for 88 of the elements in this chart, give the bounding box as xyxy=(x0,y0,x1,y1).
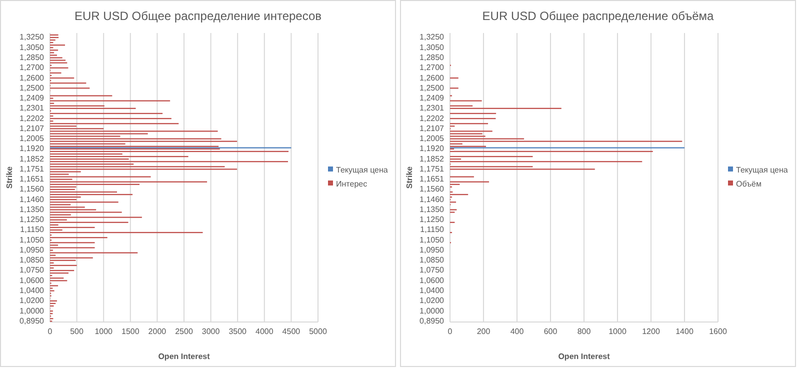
y-tick-label: 1,2107 xyxy=(20,124,45,133)
y-tick-label: 1,0600 xyxy=(20,276,45,285)
y-tick-label: 1,1150 xyxy=(20,225,45,234)
y-tick-label: 1,2500 xyxy=(20,83,45,92)
x-tick-label: 4500 xyxy=(282,327,301,336)
x-tick-label: 1500 xyxy=(122,327,140,336)
x-tick-label: 1000 xyxy=(94,327,114,336)
x-tick-label: 600 xyxy=(544,327,558,336)
x-tick-label: 2500 xyxy=(175,327,194,336)
x-tick-label: 0 xyxy=(48,327,53,336)
x-tick-label: 1200 xyxy=(642,327,660,336)
y-tick-label: 1,0200 xyxy=(420,296,445,306)
y-tick-label: 1,1751 xyxy=(20,164,45,174)
x-tick-label: 1400 xyxy=(676,327,694,336)
y-tick-label: 1,1920 xyxy=(420,144,445,154)
x-axis-title: Open Interest xyxy=(558,352,610,361)
y-tick-label: 1,1920 xyxy=(20,144,45,154)
y-tick-label: 1,2202 xyxy=(20,114,45,123)
y-tick-label: 1,2850 xyxy=(420,52,445,62)
y-tick-label: 1,2850 xyxy=(20,52,45,62)
y-tick-label: 1,2409 xyxy=(20,94,45,103)
y-tick-label: 1,0950 xyxy=(20,245,45,254)
x-tick-label: 3000 xyxy=(202,327,220,336)
y-tick-label: 1,3250 xyxy=(420,32,445,42)
y-tick-label: 1,0950 xyxy=(420,245,445,254)
y-tick-label: 1,1751 xyxy=(420,164,445,174)
y-tick-label: 1,3250 xyxy=(20,32,45,42)
y-tick-label: 1,2700 xyxy=(20,63,45,72)
x-tick-label: 500 xyxy=(70,327,84,336)
y-tick-label: 1,1350 xyxy=(420,204,445,214)
chart-title: EUR USD Общее распределение объёма xyxy=(482,9,714,23)
x-tick-label: 2000 xyxy=(148,327,167,336)
y-tick-label: 1,0400 xyxy=(20,286,45,296)
y-tick-label: 1,1651 xyxy=(420,174,445,184)
y-tick-label: 1,1250 xyxy=(420,215,445,224)
x-tick-label: 5000 xyxy=(309,327,328,336)
y-tick-label: 1,0600 xyxy=(420,276,445,285)
y-tick-label: 1,1250 xyxy=(20,215,45,224)
y-tick-label: 1,1560 xyxy=(420,184,445,194)
y-tick-label: 1,3050 xyxy=(420,42,445,52)
y-tick-label: 1,0400 xyxy=(420,286,445,296)
y-tick-label: 1,1852 xyxy=(420,154,445,164)
y-tick-label: 1,2301 xyxy=(420,104,445,113)
y-tick-label: 1,0750 xyxy=(420,266,445,275)
y-tick-label: 1,1560 xyxy=(20,184,45,194)
y-tick-label: 1,1460 xyxy=(20,194,45,204)
y-tick-label: 1,1050 xyxy=(420,235,445,244)
y-tick-label: 1,1350 xyxy=(20,204,45,214)
legend-label: Интерес xyxy=(336,179,368,188)
y-tick-label: 1,0000 xyxy=(20,306,45,316)
x-tick-label: 400 xyxy=(510,327,524,336)
legend-label: Объём xyxy=(736,179,762,188)
y-tick-label: 1,0750 xyxy=(20,266,45,275)
legend-label: Текущая цена xyxy=(736,165,788,174)
y-tick-label: 1,2700 xyxy=(420,63,445,72)
x-axis-title: Open Interest xyxy=(158,352,210,361)
y-tick-label: 1,0850 xyxy=(420,256,445,265)
y-tick-label: 1,0000 xyxy=(420,306,445,316)
x-tick-label: 4000 xyxy=(256,327,274,336)
y-tick-label: 1,2600 xyxy=(420,73,445,82)
y-tick-label: 1,1050 xyxy=(20,235,45,244)
y-tick-label: 1,2600 xyxy=(20,73,45,82)
y-tick-label: 1,2409 xyxy=(420,94,445,103)
y-tick-label: 1,2005 xyxy=(20,134,45,144)
y-axis-title: Strike xyxy=(405,166,414,189)
y-tick-label: 0,8950 xyxy=(420,316,445,326)
y-tick-label: 1,2202 xyxy=(420,114,445,123)
y-tick-label: 1,2005 xyxy=(420,134,445,144)
y-tick-label: 1,1852 xyxy=(20,154,45,164)
y-axis-title: Strike xyxy=(5,166,14,189)
x-tick-label: 200 xyxy=(476,327,491,336)
y-tick-label: 1,1150 xyxy=(420,225,445,234)
y-tick-label: 1,0200 xyxy=(20,296,45,306)
x-tick-label: 1600 xyxy=(709,327,728,336)
legend-label: Текущая цена xyxy=(336,165,388,174)
x-tick-label: 1000 xyxy=(608,327,627,336)
x-tick-label: 800 xyxy=(577,327,592,336)
x-tick-label: 3500 xyxy=(228,327,248,336)
y-tick-label: 1,1651 xyxy=(20,174,45,184)
y-tick-label: 1,2107 xyxy=(420,124,445,133)
x-tick-label: 0 xyxy=(448,327,453,336)
y-tick-label: 0,8950 xyxy=(20,316,45,326)
y-tick-label: 1,2500 xyxy=(420,83,445,92)
y-tick-label: 1,3050 xyxy=(20,42,45,52)
chart-title: EUR USD Общее распределение интересов xyxy=(74,9,322,23)
y-tick-label: 1,0850 xyxy=(20,256,45,265)
y-tick-label: 1,1460 xyxy=(420,194,445,204)
y-tick-label: 1,2301 xyxy=(20,104,45,113)
